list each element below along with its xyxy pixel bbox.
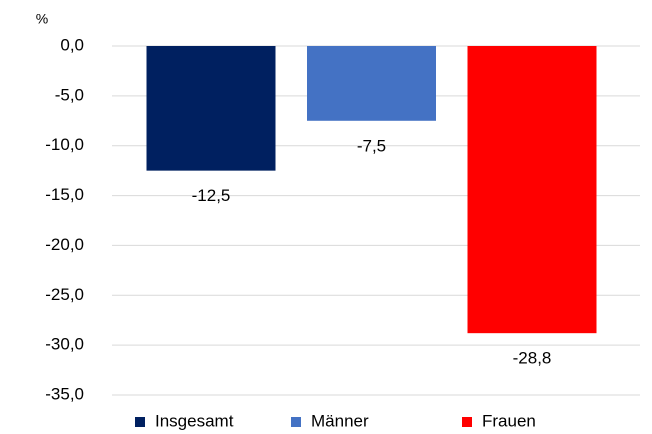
legend-swatch	[135, 417, 145, 427]
bar	[307, 46, 436, 121]
data-label: -28,8	[513, 349, 552, 368]
legend-label: Insgesamt	[155, 411, 234, 430]
y-tick-label: -20,0	[45, 235, 84, 254]
legend-label: Frauen	[482, 411, 536, 430]
y-tick-label: -25,0	[45, 285, 84, 304]
bar	[146, 46, 276, 171]
data-label: -7,5	[357, 136, 386, 155]
bar	[467, 46, 597, 334]
legend-label: Männer	[311, 411, 369, 430]
y-unit: %	[36, 11, 48, 27]
y-tick-label: -15,0	[45, 185, 84, 204]
y-tick-label: -35,0	[45, 384, 84, 403]
legend-swatch	[462, 417, 472, 427]
y-tick-label: 0,0	[60, 35, 84, 54]
data-label: -12,5	[192, 186, 231, 205]
y-tick-label: -5,0	[55, 85, 84, 104]
y-tick-label: -10,0	[45, 135, 84, 154]
legend-swatch	[291, 417, 301, 427]
y-tick-label: -30,0	[45, 335, 84, 354]
